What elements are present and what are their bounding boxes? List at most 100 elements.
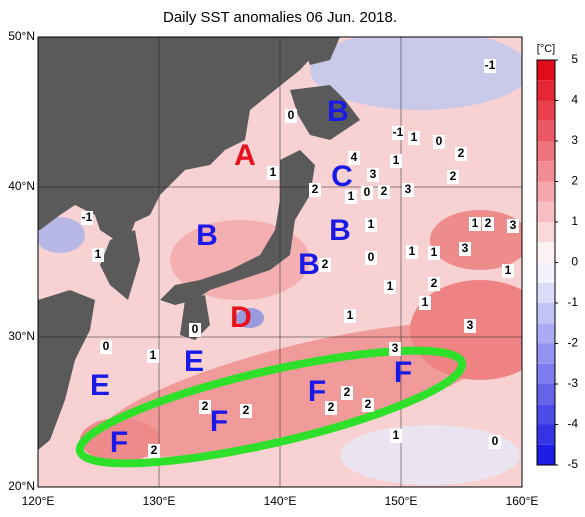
contour-label: 1 [95, 247, 102, 261]
map-frame [37, 36, 523, 488]
region-label: F [110, 426, 128, 459]
lon-label: 160°E [506, 494, 539, 508]
colorbar-label: 1 [571, 214, 578, 228]
colorbar-segment [537, 323, 555, 344]
colorbar-segment [537, 161, 555, 182]
contour-label: 1 [422, 295, 429, 309]
contour-label-bg [384, 280, 396, 294]
contour-label: 1 [150, 348, 157, 362]
contour-label: 3 [462, 241, 469, 255]
contour-label-bg [378, 185, 390, 199]
colorbar-label: -4 [567, 417, 578, 431]
contour-label: 4 [351, 150, 358, 164]
colorbar-label: -5 [567, 457, 578, 471]
region-label: E [184, 345, 204, 378]
contour-label: 3 [392, 341, 399, 355]
colorbar-segment [537, 363, 555, 384]
highlight-ellipse [75, 346, 467, 468]
contour-label-bg [428, 277, 440, 291]
contour-label-bg [406, 245, 418, 259]
lon-label: 120°E [22, 494, 55, 508]
contour-label-bg [189, 323, 201, 337]
contour-label-bg [361, 186, 373, 200]
contour-label: 0 [103, 339, 110, 353]
contour-label-bg [240, 404, 252, 418]
contour-label: 0 [436, 134, 443, 148]
colorbar-segment [537, 444, 555, 465]
contour-label-bg [100, 340, 112, 354]
region-label: F [308, 375, 326, 408]
contour-label-bg [507, 219, 519, 233]
lat-label: 50°N [8, 29, 35, 43]
contour-label-bg [502, 264, 514, 278]
region-label: B [329, 214, 351, 247]
contour-label-bg [489, 435, 501, 449]
lat-label: 20°N [8, 479, 35, 493]
lon-label: 130°E [143, 494, 176, 508]
lat-label: 30°N [8, 329, 35, 343]
contour-label-bg [389, 342, 401, 356]
colorbar-label: 5 [571, 52, 578, 66]
contour-label: 0 [368, 250, 375, 264]
colorbar-segment [537, 100, 555, 121]
contour-label: 3 [467, 318, 474, 332]
contour-label-bg [81, 211, 93, 225]
contour-label: 1 [411, 130, 418, 144]
contour-label: 0 [492, 434, 499, 448]
contour-label: 2 [458, 146, 465, 160]
contour-label-bg [402, 183, 414, 197]
contour-label-bg [147, 349, 159, 363]
colorbar-label: 4 [571, 93, 578, 107]
contour-label-bg [390, 154, 402, 168]
contour-label-bg [447, 170, 459, 184]
colorbar-unit: [°C] [537, 43, 555, 55]
contour-label-bg [148, 444, 160, 458]
contour-label: 2 [322, 257, 329, 271]
contour-label: 0 [288, 108, 295, 122]
contour-label-bg [325, 401, 337, 415]
region-label: A [234, 139, 256, 172]
contour-label-bg [464, 319, 476, 333]
contour-label-bg [482, 217, 494, 231]
contour-label: 3 [370, 167, 377, 181]
colorbar-segment [537, 120, 555, 141]
contour-label-bg [362, 398, 374, 412]
colorbar-segment [537, 80, 555, 101]
region-label: B [196, 219, 218, 252]
colorbar-label: -3 [567, 376, 578, 390]
contour-label: 1 [393, 428, 400, 442]
region-label: F [394, 356, 412, 389]
lon-label: 140°E [264, 494, 297, 508]
colorbar-label: 2 [571, 174, 578, 188]
contour-label: 0 [192, 322, 199, 336]
contour-label-bg [341, 386, 353, 400]
colorbar-segment [537, 242, 555, 263]
contour-label: 1 [472, 216, 479, 230]
contour-label-bg [267, 166, 279, 180]
colorbar-label: -1 [567, 295, 578, 309]
contour-label-bg [408, 131, 420, 145]
contour-label-bg [469, 217, 481, 231]
contour-label: 2 [381, 184, 388, 198]
contour-label-bg [433, 135, 445, 149]
contour-label-bg [309, 183, 321, 197]
contour-label: 3 [405, 182, 412, 196]
colorbar-segment [537, 222, 555, 243]
contour-label-bg [365, 251, 377, 265]
colorbar-segment [537, 262, 555, 283]
contour-label-bg [348, 151, 360, 165]
colorbar-segment [537, 303, 555, 324]
colorbar-label: -2 [567, 336, 578, 350]
contour-label: 1 [431, 245, 438, 259]
contour-label-bg [459, 242, 471, 256]
lat-label: 40°N [8, 179, 35, 193]
contour-label: 1 [270, 165, 277, 179]
contour-label: -1 [485, 58, 496, 72]
colorbar-segment [537, 60, 555, 81]
region-label: B [327, 95, 349, 128]
lon-label: 150°E [385, 494, 418, 508]
colorbar-label: 0 [571, 255, 578, 269]
contour-label: 2 [365, 397, 372, 411]
contour-label: 2 [202, 399, 209, 413]
colorbar-segment [537, 384, 555, 405]
